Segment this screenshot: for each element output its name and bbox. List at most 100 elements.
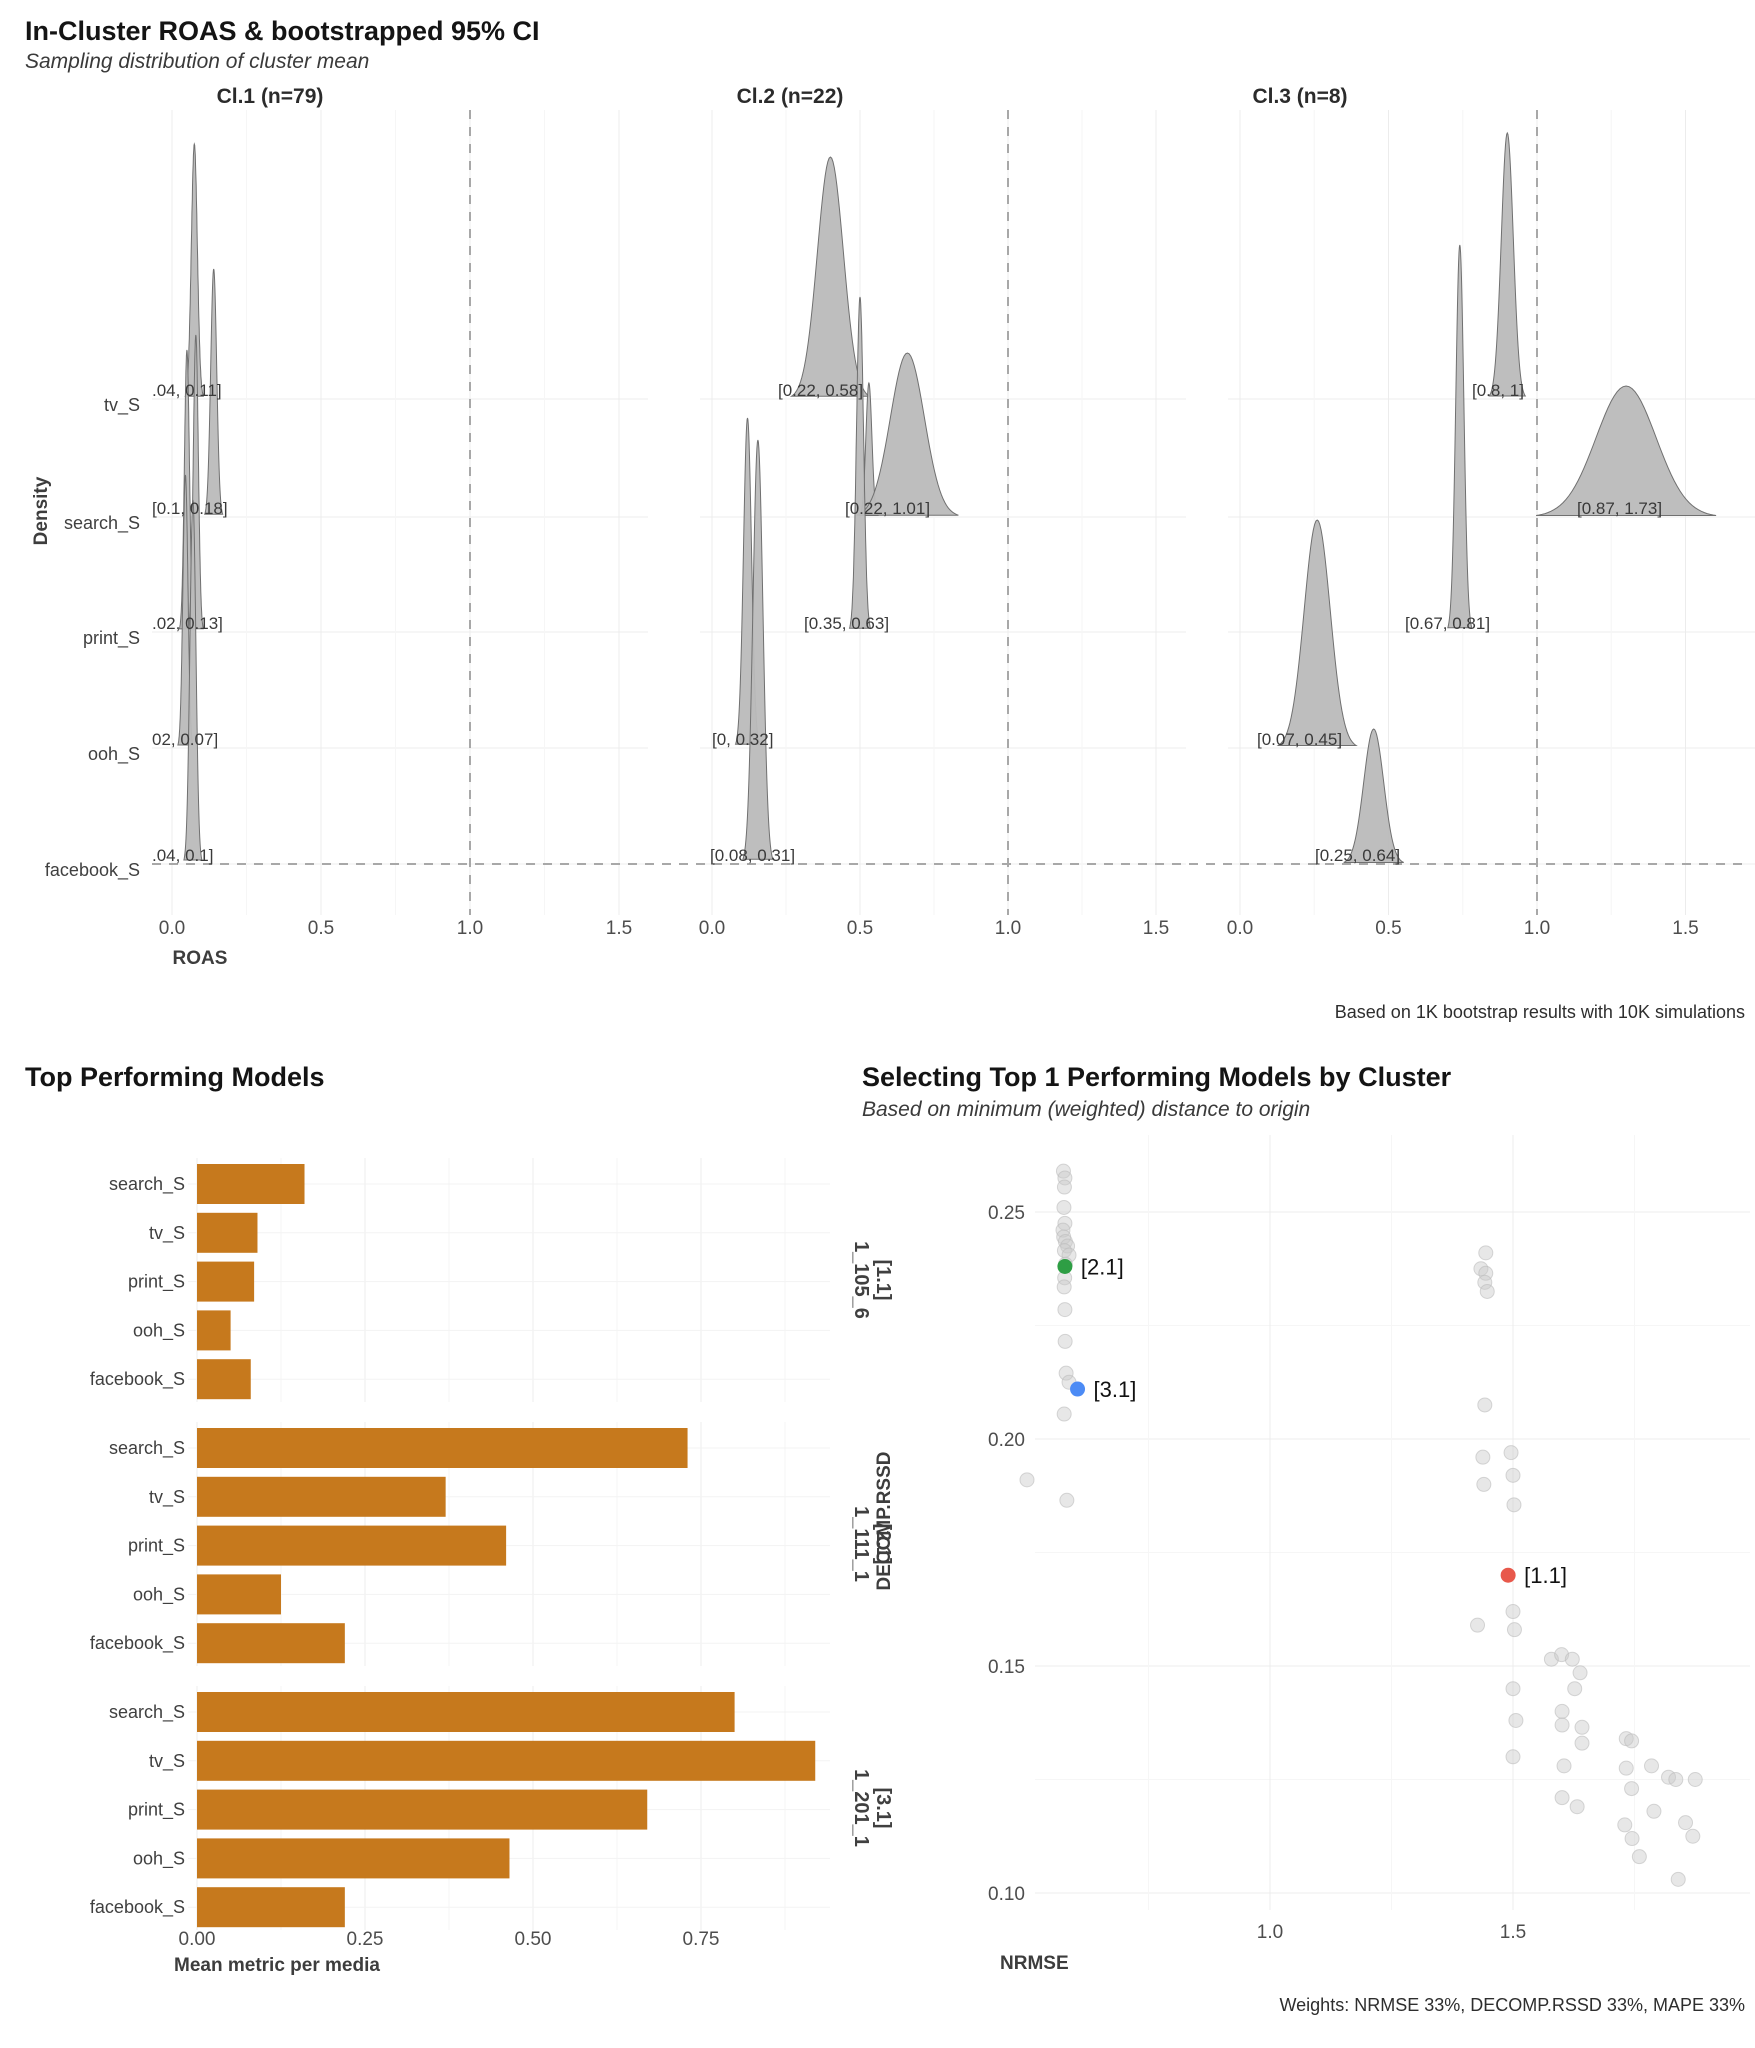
scatter-point: [1505, 1749, 1521, 1765]
bar-category-label: search_S: [109, 1174, 185, 1195]
ci-label: [0.08, 0.31]: [710, 846, 795, 865]
scatter-point: [1554, 1790, 1570, 1806]
bar-print_S: [197, 1525, 507, 1566]
ci-label: [0.8, 1]: [1472, 381, 1524, 400]
scatter-point: [1505, 1467, 1521, 1483]
x-tick-label: 0.5: [847, 918, 873, 939]
bar-category-label: facebook_S: [90, 1897, 185, 1918]
x-tick-label: 0.5: [1375, 918, 1401, 939]
ci-label: .04, 0.11]: [152, 381, 222, 400]
scatter-point: [1057, 1302, 1073, 1318]
x-tick-label: 1.5: [1672, 918, 1698, 939]
scatter-point: [1505, 1604, 1521, 1620]
bar-category-label: ooh_S: [133, 1320, 185, 1341]
scatter-point: [1470, 1617, 1486, 1633]
scatter-point: [1624, 1831, 1640, 1847]
scatter-point: [1056, 1279, 1072, 1295]
ci-label: .02, 0.13]: [152, 614, 223, 633]
bar-category-label: tv_S: [149, 1223, 185, 1244]
channel-label: search_S: [64, 513, 140, 534]
ci-label: [0.35, 0.63]: [804, 614, 889, 633]
scatter-point: [1631, 1849, 1647, 1865]
x-tick-label: 0.75: [683, 1929, 720, 1950]
bar-chart-title: Top Performing Models: [25, 1062, 325, 1092]
x-tick-label: 1.0: [1524, 918, 1550, 939]
roas-y-axis-title: Density: [31, 476, 52, 546]
bar-facebook_S: [197, 1887, 345, 1928]
bar-category-label: search_S: [109, 1702, 185, 1723]
scatter-point: [1624, 1733, 1640, 1749]
scatter-point: [1567, 1681, 1583, 1697]
bar-print_S: [197, 1261, 255, 1302]
bar-category-label: print_S: [128, 1536, 185, 1557]
roas-density-chart: Cl.1 (n=79) 0.0 0.5 1.0 1.5 Cl.2 (n=22) 0.0 0.5…: [45, 85, 1755, 939]
bar-facet-strip-label: [3.1]1_201_1: [850, 1769, 894, 1847]
ci-label: [0.22, 1.01]: [845, 499, 930, 518]
scatter-point: [1475, 1449, 1491, 1465]
selected-model-point-[2.1]: [1057, 1258, 1073, 1274]
bar-ooh_S: [197, 1310, 231, 1351]
scatter-point: [1478, 1245, 1494, 1261]
x-tick-label: 0.5: [308, 918, 334, 939]
y-tick-label: 0.10: [988, 1884, 1025, 1905]
bar-facet-strip-label: [1.1]1_105_6: [850, 1241, 894, 1319]
scatter-point: [1506, 1622, 1522, 1638]
bar-facebook_S: [197, 1359, 251, 1400]
scatter-point: [1505, 1681, 1521, 1697]
channel-label: ooh_S: [88, 744, 140, 765]
roas-chart-subtitle: Sampling distribution of cluster mean: [25, 50, 370, 73]
x-tick-label: 0.50: [515, 1929, 552, 1950]
bar-category-label: ooh_S: [133, 1848, 185, 1869]
scatter-point: [1476, 1476, 1492, 1492]
scatter-point: [1058, 1365, 1074, 1381]
x-tick-label: 1.0: [1257, 1922, 1283, 1943]
ci-label: 02, 0.07]: [152, 730, 218, 749]
scatter-point: [1056, 1199, 1072, 1215]
bar-category-label: tv_S: [149, 1487, 185, 1508]
density-shape-print_S: [848, 296, 872, 629]
bar-tv_S: [197, 1476, 446, 1517]
x-tick-label: 1.0: [995, 918, 1021, 939]
selected-model-label: [3.1]: [1094, 1377, 1137, 1402]
scatter-point: [1506, 1497, 1522, 1513]
bar-ooh_S: [197, 1838, 510, 1879]
ci-label: [0, 0.32]: [712, 730, 773, 749]
scatter-point: [1564, 1651, 1580, 1667]
ci-label: [0.25, 0.64]: [1315, 846, 1400, 865]
scatter-point: [1618, 1760, 1634, 1776]
roas-chart-caption: Based on 1K bootstrap results with 10K s…: [1334, 1002, 1745, 1022]
scatter-point: [1477, 1397, 1493, 1413]
scatter-point: [1624, 1781, 1640, 1797]
bar-facebook_S: [197, 1623, 345, 1664]
bar-x-axis-title: Mean metric per media: [174, 1955, 380, 1976]
scatter-point: [1554, 1717, 1570, 1733]
density-shape-ooh_S: [1276, 519, 1358, 746]
ci-label: [0.67, 0.81]: [1405, 614, 1490, 633]
y-tick-label: 0.25: [988, 1203, 1025, 1224]
ci-label: [0.1, 0.18]: [152, 499, 228, 518]
channel-label: facebook_S: [45, 860, 140, 881]
channel-label: print_S: [83, 628, 140, 649]
x-tick-label: 1.5: [1143, 918, 1169, 939]
facet-strip-label: Cl.3 (n=8): [1252, 85, 1347, 108]
scatter-point: [1059, 1492, 1075, 1508]
scatter-point: [1574, 1735, 1590, 1751]
ci-label: .04, 0.1]: [152, 846, 213, 865]
scatter-point: [1685, 1828, 1701, 1844]
selected-model-label: [1.1]: [1524, 1563, 1567, 1588]
bar-print_S: [197, 1789, 648, 1830]
scatter-point: [1556, 1758, 1572, 1774]
bar-search_S: [197, 1164, 305, 1204]
bar-ooh_S: [197, 1574, 281, 1615]
scatter-point: [1574, 1719, 1590, 1735]
scatter-chart-subtitle: Based on minimum (weighted) distance to …: [862, 1098, 1311, 1121]
selected-model-label: [2.1]: [1081, 1254, 1124, 1279]
bar-category-label: search_S: [109, 1438, 185, 1459]
ci-label: [0.87, 1.73]: [1577, 499, 1662, 518]
bar-category-label: facebook_S: [90, 1633, 185, 1654]
ci-label: [0.22, 0.58]: [778, 381, 863, 400]
density-shape-tv_S: [184, 142, 204, 397]
channel-label: tv_S: [104, 395, 140, 416]
